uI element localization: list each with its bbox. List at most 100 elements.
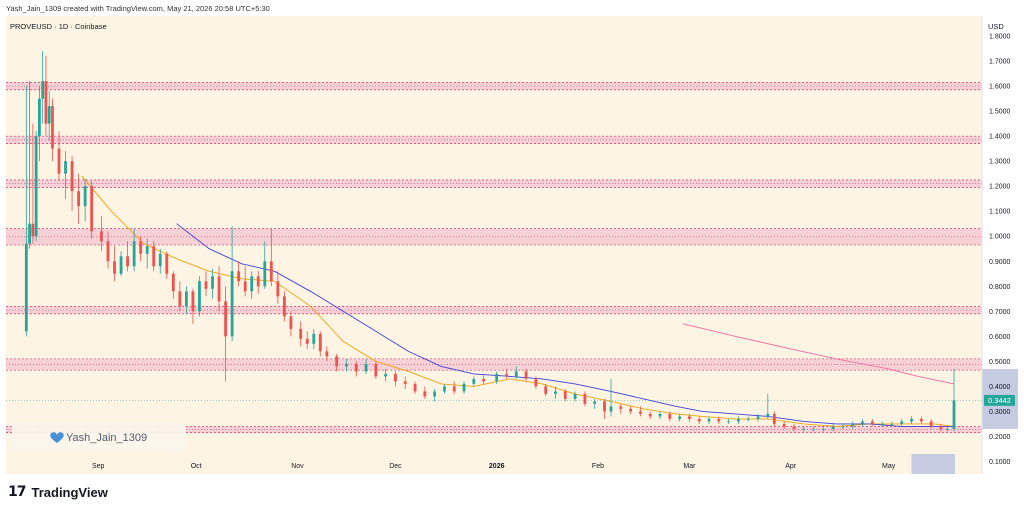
- candle-body: [472, 378, 476, 384]
- candle: [57, 131, 61, 182]
- candle: [198, 276, 201, 317]
- watermark-text: Yash_Jain_1309: [66, 432, 147, 444]
- candle-body: [524, 371, 528, 379]
- candle: [90, 181, 94, 239]
- price-tick-label: 0.2000: [989, 434, 1011, 441]
- candle-body: [890, 423, 894, 425]
- candle-body: [312, 333, 316, 344]
- zone-3: [6, 228, 982, 245]
- chart-svg[interactable]: 1.8000 1.7000 1.6000 1.5000 1.4000 1.3000 1.20…: [6, 16, 1018, 474]
- candle-body: [289, 316, 293, 329]
- candle: [152, 241, 156, 272]
- candle: [707, 416, 711, 424]
- candle: [158, 248, 162, 274]
- time-axis[interactable]: Sep Oct Nov Dec 2026 Feb Mar Apr May: [92, 463, 896, 470]
- candle-body: [870, 421, 874, 424]
- candle: [727, 418, 731, 424]
- candle: [563, 388, 567, 402]
- candle-body: [318, 333, 322, 352]
- candle: [345, 358, 348, 372]
- price-chart[interactable]: 1.8000 1.7000 1.6000 1.5000 1.4000 1.3000 1.20…: [6, 16, 1018, 474]
- candle: [364, 358, 368, 374]
- candle-body: [688, 416, 691, 419]
- candle: [145, 238, 149, 269]
- candle: [821, 426, 825, 432]
- price-tick-label: 0.8000: [989, 284, 1011, 291]
- candle-body: [325, 351, 329, 357]
- candle: [890, 421, 894, 427]
- candle: [495, 371, 499, 384]
- author-watermark: Yash_Jain_1309: [12, 423, 186, 451]
- time-tick-label: Mar: [683, 463, 696, 470]
- candle-body: [939, 426, 943, 429]
- candle-body: [772, 413, 776, 424]
- candle-body: [841, 426, 845, 428]
- candle-body: [41, 81, 45, 99]
- candle: [668, 411, 672, 422]
- candle-body: [217, 276, 221, 302]
- candle-body: [394, 373, 397, 382]
- zone-5: [6, 358, 982, 371]
- candle: [394, 371, 397, 387]
- tradingview-logo-icon: 17: [8, 484, 27, 500]
- candle: [678, 413, 682, 422]
- time-tick-label: Nov: [291, 463, 304, 470]
- candle: [276, 271, 280, 304]
- candle: [178, 281, 182, 312]
- candle-body: [37, 98, 41, 137]
- candle-body: [119, 256, 123, 274]
- candle-body: [132, 241, 136, 267]
- candle: [354, 361, 358, 377]
- candle: [318, 331, 322, 357]
- candle: [851, 421, 855, 429]
- candle-body: [861, 421, 864, 424]
- candle-body: [812, 428, 815, 430]
- candle: [24, 86, 28, 337]
- candle-body: [707, 418, 711, 422]
- candle: [64, 151, 67, 199]
- candle-body: [900, 421, 904, 424]
- candle-body: [211, 276, 214, 289]
- candle: [505, 368, 508, 379]
- candle: [939, 423, 943, 432]
- candle-body: [678, 416, 682, 419]
- candle: [263, 241, 267, 289]
- candle: [299, 321, 303, 347]
- candle-body: [929, 421, 933, 427]
- candle: [452, 381, 456, 394]
- candle: [413, 381, 417, 394]
- candle-body: [648, 413, 652, 417]
- candle: [184, 286, 188, 314]
- candle-body: [423, 391, 427, 397]
- candle-body: [224, 301, 227, 337]
- candle-body: [403, 381, 407, 384]
- candle-body: [756, 416, 760, 419]
- candle: [250, 271, 254, 299]
- candle: [717, 416, 721, 424]
- zone-0: [6, 82, 982, 90]
- candle-body: [165, 253, 169, 274]
- candle: [171, 271, 175, 299]
- candle-body: [443, 386, 446, 392]
- candle-body: [629, 408, 633, 412]
- price-tick-label: 1.0000: [989, 234, 1011, 241]
- candle-body: [276, 281, 280, 297]
- candle-body: [880, 423, 884, 425]
- candle: [374, 361, 378, 379]
- time-tick-label: Apr: [785, 463, 797, 470]
- candle-body: [609, 406, 613, 412]
- time-tick-label: Oct: [191, 463, 202, 470]
- candle-body: [47, 106, 51, 124]
- candle-body: [263, 261, 267, 287]
- candle-body: [544, 386, 548, 394]
- price-tick-label: 0.6000: [989, 334, 1011, 341]
- candle: [191, 288, 195, 324]
- time-tick-label: Feb: [592, 463, 604, 470]
- candle-body: [910, 418, 913, 422]
- candle-body: [145, 246, 149, 254]
- candle: [544, 383, 548, 397]
- candle-body: [554, 391, 557, 394]
- candle-body: [178, 291, 182, 307]
- candle-body: [139, 241, 143, 254]
- candle: [792, 423, 796, 432]
